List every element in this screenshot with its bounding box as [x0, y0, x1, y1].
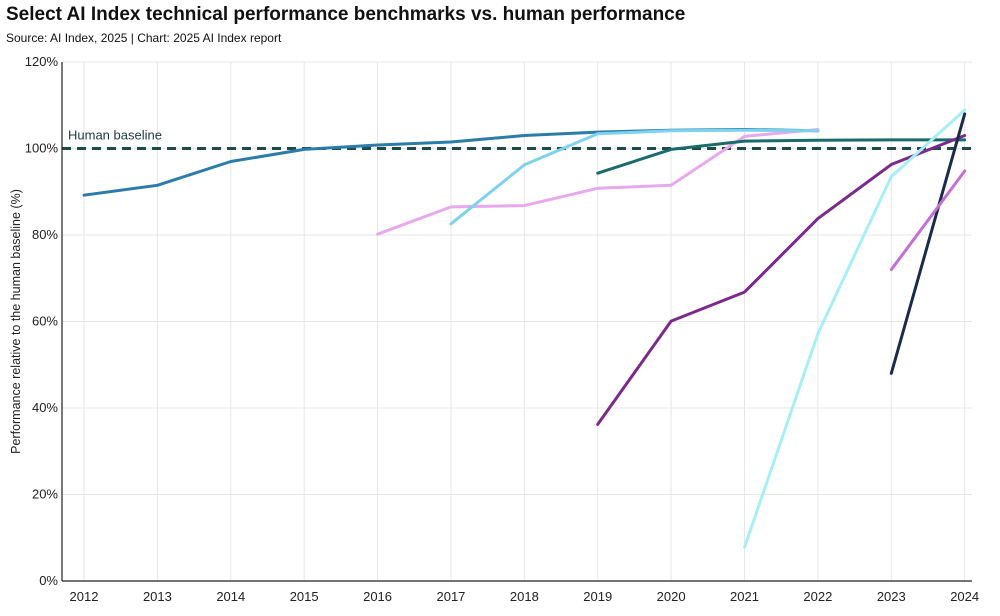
x-tick-labels: 2012 2013 2014 2015 2016 2017 2018 2019 2020 2021…	[70, 589, 980, 604]
series-line-4	[596, 138, 967, 175]
human-baseline: Human baseline	[62, 128, 972, 150]
series-line-6	[743, 108, 967, 549]
x-tick-label: 2022	[803, 589, 832, 604]
series-line-5	[596, 134, 967, 426]
x-tick-label: 2012	[70, 589, 99, 604]
x-tick-label: 2024	[950, 589, 979, 604]
chart-title: Select AI Index technical performance be…	[6, 4, 686, 25]
y-tick-label: 60%	[32, 314, 58, 329]
chart-subtitle: Source: AI Index, 2025 | Chart: 2025 AI …	[6, 31, 282, 45]
x-tick-label: 2021	[730, 589, 759, 604]
x-tick-label: 2016	[363, 589, 392, 604]
axes	[61, 62, 972, 582]
series-lines	[82, 108, 967, 549]
human-baseline-label: Human baseline	[68, 128, 162, 143]
series-line-2	[376, 128, 820, 236]
series-line-3	[449, 128, 820, 226]
y-axis-label: Performance relative to the human baseli…	[9, 189, 23, 454]
x-tick-label: 2014	[216, 589, 245, 604]
x-tick-label: 2015	[290, 589, 319, 604]
y-tick-labels: 0% 20% 40% 60% 80% 100% 120%	[25, 54, 59, 588]
x-tick-label: 2013	[143, 589, 172, 604]
y-tick-label: 20%	[32, 487, 58, 502]
series-line-8	[889, 169, 967, 272]
y-tick-label: 120%	[25, 54, 59, 69]
x-tick-label: 2018	[510, 589, 539, 604]
x-tick-label: 2020	[657, 589, 686, 604]
y-tick-label: 100%	[25, 141, 59, 156]
y-tick-label: 40%	[32, 400, 58, 415]
y-tick-label: 0%	[39, 573, 58, 588]
series-line-7	[889, 112, 967, 375]
y-tick-label: 80%	[32, 227, 58, 242]
x-tick-label: 2017	[436, 589, 465, 604]
x-tick-label: 2019	[583, 589, 612, 604]
x-tick-label: 2023	[877, 589, 906, 604]
